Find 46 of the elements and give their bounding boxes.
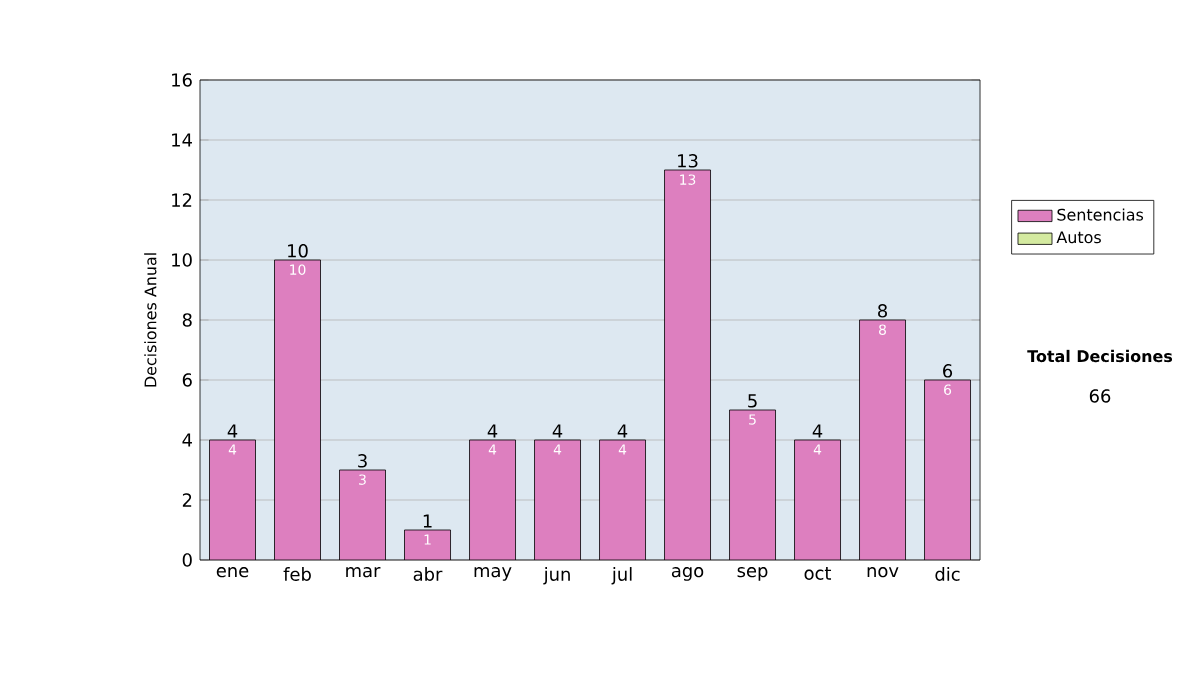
x-tick-label: dic — [935, 567, 960, 581]
total-label: 13 — [678, 154, 698, 168]
bar — [274, 260, 321, 560]
y-tick-label: 12 — [172, 193, 192, 207]
bar — [859, 320, 906, 560]
bar — [729, 410, 776, 560]
y-tick-label: 10 — [172, 253, 192, 267]
total-label: 4 — [487, 424, 498, 438]
x-tick-label: jun — [543, 567, 570, 585]
bar — [664, 169, 711, 560]
total-label: 5 — [748, 394, 757, 408]
bar — [599, 440, 646, 560]
y-tick-label: 8 — [182, 313, 192, 327]
total-label: 8 — [878, 304, 887, 318]
text: 66 — [1089, 389, 1111, 403]
total-label: 6 — [943, 364, 953, 378]
bar — [339, 470, 386, 560]
y-tick-label: 16 — [172, 73, 192, 87]
x-tick-label: nov — [867, 567, 899, 578]
y-tick-label: 0 — [182, 553, 192, 567]
total-label: 4 — [227, 424, 238, 438]
total-label: 4 — [552, 424, 563, 438]
x-tick-label: ene — [216, 567, 249, 578]
bar — [469, 440, 516, 560]
total-label: 10 — [288, 244, 308, 258]
total-label: 4 — [617, 424, 628, 438]
bar — [534, 440, 581, 560]
x-tick-label: sep — [737, 567, 768, 581]
bar — [404, 530, 451, 560]
x-tick-label: may — [474, 567, 512, 581]
x-tick-label: ago — [671, 567, 704, 581]
total-label: 3 — [358, 454, 367, 468]
y-tick-label: 4 — [182, 433, 192, 447]
x-tick-label: feb — [283, 567, 311, 581]
bar — [794, 440, 841, 560]
x-tick-label: abr — [413, 567, 443, 581]
y-tick-label: 14 — [172, 133, 192, 147]
y-tick-label: 6 — [182, 373, 192, 387]
total-label: 4 — [812, 424, 823, 438]
x-tick-label: oct — [804, 567, 832, 580]
bar — [924, 379, 971, 560]
y-tick-label: 2 — [182, 493, 192, 507]
x-tick-label: jul — [611, 567, 632, 585]
total-label: 1 — [423, 514, 432, 528]
x-tick-label: mar — [346, 567, 381, 578]
bar — [209, 440, 256, 560]
